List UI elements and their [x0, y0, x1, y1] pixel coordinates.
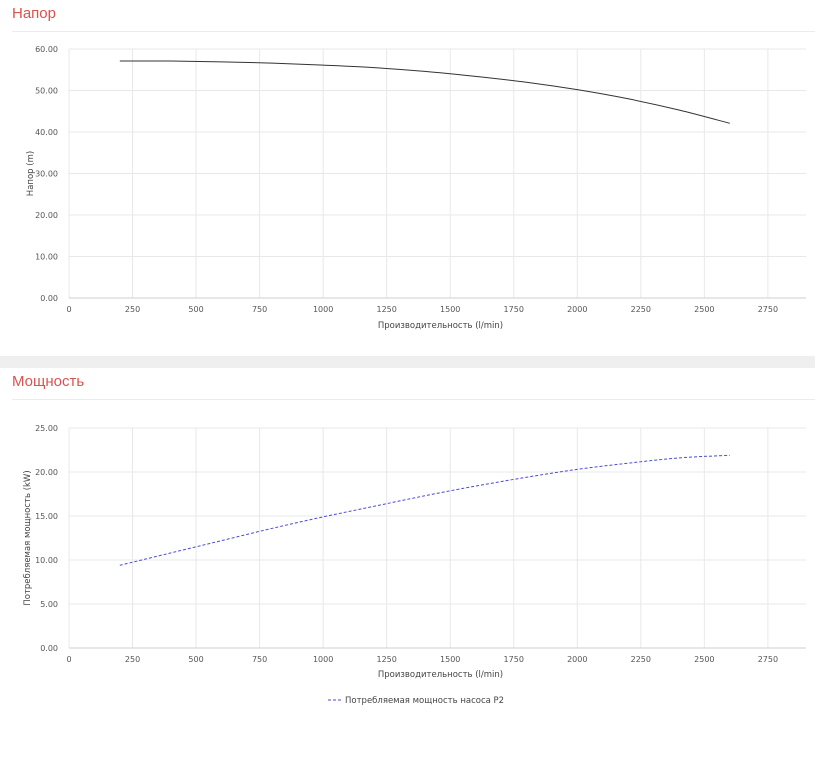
head-chart: 0 250 500 750 1000 1250 1500 1750 2000 2250 2500 27…	[26, 45, 806, 331]
x-tick-label: 500	[188, 655, 203, 664]
series-line	[119, 454, 730, 566]
legend-label: Потребляемая мощность насоса P2	[345, 696, 504, 706]
x-tick-label: 500	[188, 305, 203, 314]
head-title-divider	[12, 31, 815, 32]
x-tick-label: 2500	[694, 655, 714, 664]
x-tick-label: 1750	[504, 655, 524, 664]
power-chart: 0 250 500 750 1000 1250 1500 1750 2000 2250 2500 27…	[23, 424, 806, 706]
y-axis-label: Потребляемая мощность (kW)	[23, 470, 33, 605]
y-tick-label: 30.00	[35, 170, 58, 179]
x-tick-label: 1500	[440, 305, 460, 314]
y-tick-label: 40.00	[35, 128, 58, 137]
x-tick-label: 2250	[631, 305, 651, 314]
y-tick-label: 0.00	[40, 644, 58, 653]
head-chart-panel: Напор 0 250 500 750 1000 1250 1500 1750 2000 2250…	[0, 0, 815, 356]
y-tick-label: 50.00	[35, 87, 58, 96]
y-tick-label: 15.00	[35, 512, 58, 521]
x-tick-label: 2750	[758, 305, 778, 314]
grid	[68, 48, 806, 299]
x-tick-label: 2750	[758, 655, 778, 664]
x-tick-label: 1250	[376, 655, 396, 664]
x-tick-label: 1500	[440, 655, 460, 664]
y-tick-label: 0.00	[40, 294, 58, 303]
power-title-divider	[12, 399, 815, 400]
y-tick-label: 5.00	[40, 600, 58, 609]
x-axis-label: Производительность (l/min)	[378, 670, 503, 680]
x-axis-label: Производительность (l/min)	[378, 321, 503, 331]
x-tick-label: 0	[66, 655, 71, 664]
power-chart-panel: Мощность 0 250 500 750 1000 1250 1500 1750 2000 2…	[0, 368, 815, 723]
x-tick-label: 0	[66, 305, 71, 314]
y-tick-label: 10.00	[35, 253, 58, 262]
x-tick-label: 1000	[313, 305, 333, 314]
x-tick-label: 750	[252, 655, 267, 664]
power-chart-title: Мощность	[12, 373, 85, 390]
x-tick-label: 2000	[567, 655, 587, 664]
x-tick-label: 750	[252, 305, 267, 314]
x-tick-label: 1250	[376, 305, 396, 314]
y-tick-label: 25.00	[35, 424, 58, 433]
grid	[68, 427, 806, 649]
y-tick-label: 20.00	[35, 468, 58, 477]
x-tick-label: 250	[125, 655, 140, 664]
head-chart-title: Напор	[12, 5, 56, 22]
x-tick-label: 1750	[504, 305, 524, 314]
x-tick-label: 1000	[313, 655, 333, 664]
y-tick-label: 20.00	[35, 211, 58, 220]
y-tick-label: 60.00	[35, 45, 58, 54]
series-line	[119, 60, 730, 124]
y-axis-label: Напор (m)	[26, 151, 36, 196]
panel-separator	[0, 356, 815, 368]
y-tick-label: 10.00	[35, 556, 58, 565]
x-tick-label: 250	[125, 305, 140, 314]
x-tick-label: 2500	[694, 305, 714, 314]
x-tick-label: 2250	[631, 655, 651, 664]
x-tick-label: 2000	[567, 305, 587, 314]
